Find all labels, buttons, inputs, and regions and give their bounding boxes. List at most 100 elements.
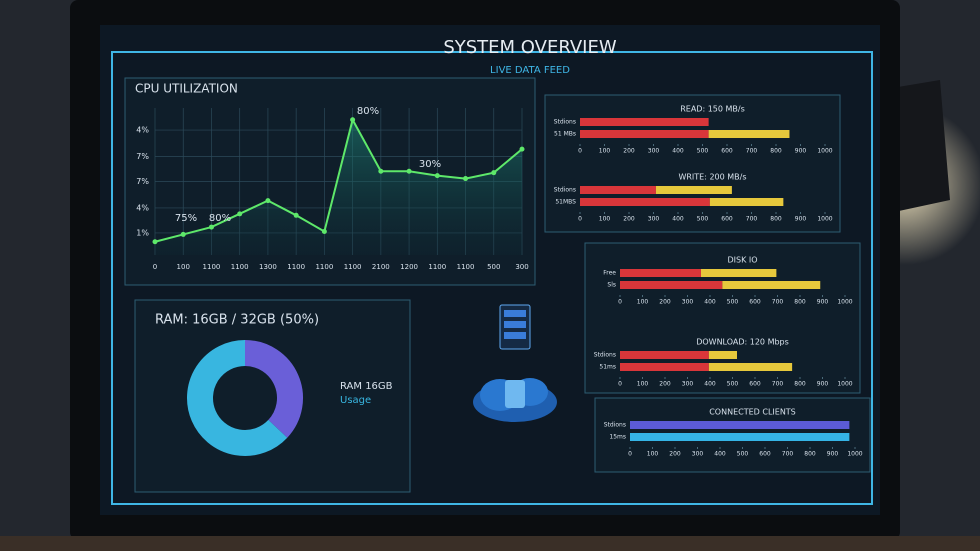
legend-label: RAM 16GB: [340, 381, 393, 392]
x-tick-label: 100: [637, 299, 649, 306]
x-tick-label: 500: [697, 216, 709, 223]
point: [434, 173, 440, 179]
x-tick-label: 1000: [847, 451, 862, 458]
bar: [580, 130, 709, 138]
x-tick-label: 1100: [344, 263, 362, 271]
x-tick-label: 400: [704, 381, 716, 388]
bar: [620, 351, 709, 359]
x-tick-label: 1200: [400, 263, 418, 271]
title: SYSTEM OVERVIEW: [443, 37, 617, 58]
x-tick-label: 200: [659, 299, 671, 306]
x-tick-label: 800: [794, 381, 806, 388]
point: [208, 224, 214, 230]
point: [237, 211, 243, 217]
x-tick-label: 900: [817, 299, 829, 306]
x-tick-label: 400: [672, 148, 684, 155]
legend-label: Usage: [340, 395, 371, 406]
y-tick-label: 7%: [136, 177, 149, 186]
x-tick-label: 700: [772, 299, 784, 306]
screen-frame: [111, 51, 873, 505]
bar: [722, 281, 821, 289]
row-label: Stdions: [554, 119, 576, 126]
x-tick-label: 400: [672, 216, 684, 223]
x-tick-label: 300: [682, 299, 694, 306]
panel-title: CONNECTED CLIENTS: [709, 408, 796, 417]
x-tick-label: 600: [721, 148, 733, 155]
annotation: 80%: [209, 213, 231, 224]
x-tick-label: 300: [682, 381, 694, 388]
x-tick-label: 1100: [457, 263, 475, 271]
ram-panel: [134, 299, 411, 493]
annotation: 75%: [175, 213, 197, 224]
x-tick-label: 500: [737, 451, 749, 458]
subtitle: LIVE DATA FEED: [490, 65, 570, 76]
x-tick-label: 0: [578, 148, 582, 155]
x-tick-label: 800: [794, 299, 806, 306]
x-tick-label: 500: [727, 299, 739, 306]
y-tick-label: 4%: [136, 126, 149, 135]
point: [378, 168, 384, 174]
x-tick-label: 300: [692, 451, 704, 458]
x-tick-label: 600: [749, 299, 761, 306]
point: [293, 212, 299, 218]
x-tick-label: 100: [177, 263, 190, 271]
x-tick-label: 600: [759, 451, 771, 458]
row-label: 51MBS: [555, 199, 576, 206]
x-tick-label: 800: [770, 148, 782, 155]
annotation: 30%: [419, 159, 441, 170]
annotation: 80%: [357, 106, 379, 117]
bar: [580, 186, 656, 194]
bar: [580, 118, 709, 126]
x-tick-label: 500: [487, 263, 500, 271]
row-label: 51 MBs: [554, 131, 576, 138]
point: [265, 198, 271, 204]
point: [152, 239, 158, 245]
x-tick-label: 0: [628, 451, 632, 458]
x-tick-label: 100: [647, 451, 659, 458]
y-tick-label: 4%: [136, 203, 149, 212]
bar: [708, 351, 737, 359]
row-label: Stdions: [594, 352, 616, 359]
line: [154, 117, 523, 243]
row-label: Stdions: [604, 422, 626, 429]
x-tick-label: 1000: [817, 148, 832, 155]
x-tick-label: 1100: [231, 263, 249, 271]
point: [491, 170, 497, 176]
y-tick-label: 7%: [136, 152, 149, 161]
x-tick-label: 0: [618, 381, 622, 388]
x-tick-label: 200: [669, 451, 681, 458]
bar: [630, 433, 850, 441]
x-tick-label: 1100: [203, 263, 221, 271]
x-tick-label: 0: [618, 299, 622, 306]
point: [350, 117, 356, 123]
panel-title: DISK IO: [727, 256, 757, 265]
bar: [701, 269, 777, 277]
x-tick-label: 700: [782, 451, 794, 458]
point: [406, 168, 412, 174]
x-tick-label: 100: [599, 148, 611, 155]
row-label: Sls: [607, 282, 616, 289]
donut-segment: [187, 340, 288, 456]
bar: [655, 186, 732, 194]
bar: [630, 421, 850, 429]
x-tick-label: 700: [746, 216, 758, 223]
donut-segment: [244, 340, 303, 438]
point: [519, 146, 525, 152]
x-tick-label: 300: [648, 148, 660, 155]
row-label: 51ms: [599, 364, 616, 371]
x-tick-label: 0: [578, 216, 582, 223]
row-label: Stdions: [554, 187, 576, 194]
x-tick-label: 600: [721, 216, 733, 223]
x-tick-label: 0: [153, 263, 157, 271]
bar: [708, 130, 790, 138]
x-tick-label: 1000: [817, 216, 832, 223]
x-tick-label: 1300: [259, 263, 277, 271]
bar: [620, 363, 709, 371]
bar: [620, 269, 701, 277]
x-tick-label: 200: [623, 148, 635, 155]
x-tick-label: 200: [623, 216, 635, 223]
x-tick-label: 400: [704, 299, 716, 306]
x-tick-label: 1100: [428, 263, 446, 271]
x-tick-label: 900: [795, 148, 807, 155]
